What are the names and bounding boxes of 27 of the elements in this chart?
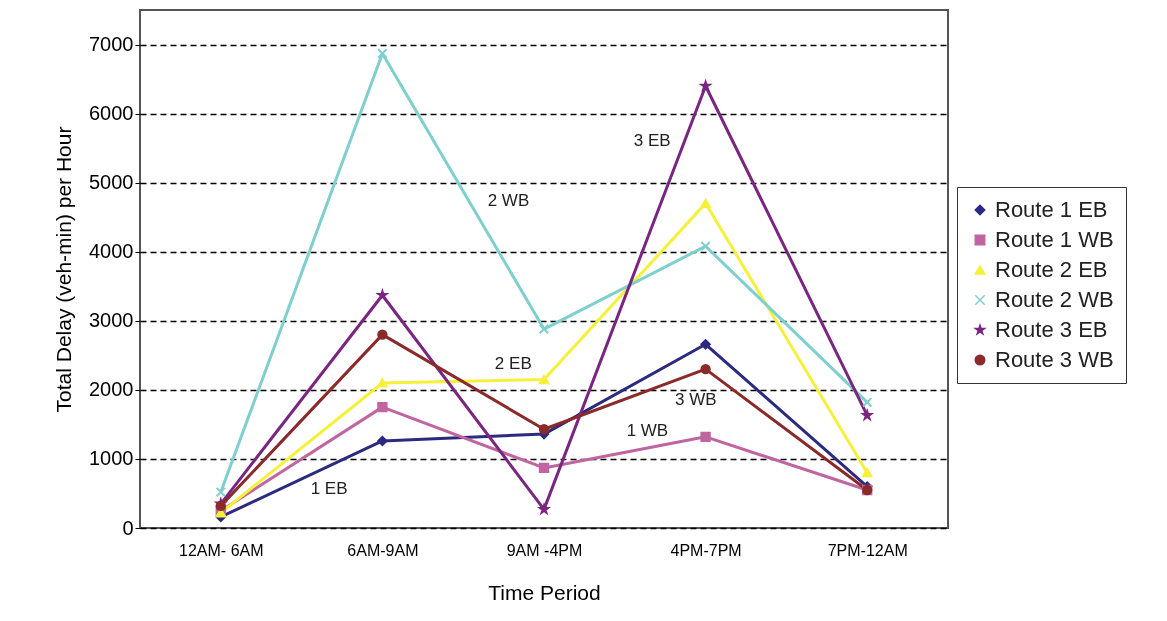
legend-label: Route 3 EB — [995, 317, 1108, 342]
legend-label: Route 1 EB — [995, 197, 1108, 222]
annotation: 1 WB — [626, 420, 669, 440]
legend-label: Route 2 WB — [995, 287, 1114, 312]
legend-label: Route 1 WB — [995, 227, 1114, 252]
x-tick-label: 9AM -4PM — [506, 541, 583, 559]
annotation: 1 EB — [310, 478, 348, 498]
x-tick-label: 4PM-7PM — [670, 541, 742, 559]
y-tick-label: 1000 — [89, 447, 134, 470]
y-axis-title: Total Delay (veh-min) per Hour — [52, 126, 76, 413]
annotation: 2 EB — [494, 354, 532, 374]
x-axis-title: Time Period — [488, 580, 601, 604]
y-tick-label: 5000 — [89, 171, 134, 194]
annotation: 3 WB — [675, 390, 717, 410]
annotation: 2 WB — [487, 190, 530, 210]
x-tick-label: 7PM-12AM — [827, 541, 908, 559]
y-tick-label: 2000 — [89, 378, 134, 401]
y-tick-label: 3000 — [89, 309, 134, 332]
y-tick-label: 4000 — [89, 240, 134, 263]
legend-label: Route 3 WB — [995, 347, 1114, 372]
x-tick-label: 12AM- 6AM — [179, 541, 264, 559]
legend-label: Route 2 EB — [995, 257, 1108, 282]
annotation: 3 EB — [633, 131, 671, 151]
y-tick-label: 6000 — [89, 102, 134, 125]
y-tick-label: 7000 — [89, 33, 134, 56]
y-tick-label: 0 — [122, 516, 134, 539]
x-tick-label: 6AM-9AM — [347, 541, 419, 559]
